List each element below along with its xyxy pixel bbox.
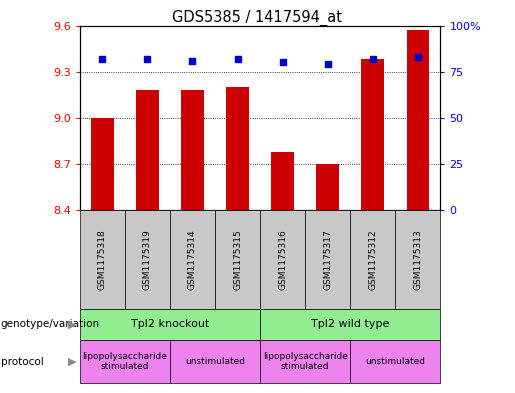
Bar [350, 340, 440, 383]
Bar [260, 340, 350, 383]
Point [414, 54, 422, 60]
Text: GSM1175318: GSM1175318 [98, 229, 107, 290]
Text: genotype/variation: genotype/variation [1, 319, 99, 329]
Text: lipopolysaccharide
stimulated: lipopolysaccharide stimulated [263, 352, 348, 371]
Point [143, 56, 151, 62]
Bar [80, 340, 170, 383]
Text: Tpl2 wild type: Tpl2 wild type [311, 319, 389, 329]
Bar [226, 87, 249, 210]
Bar [80, 309, 260, 340]
Text: unstimulated: unstimulated [365, 357, 425, 366]
Text: unstimulated: unstimulated [185, 357, 245, 366]
Bar [362, 59, 384, 210]
Bar [406, 30, 429, 210]
Bar [181, 90, 204, 210]
Bar [170, 340, 260, 383]
Point [323, 61, 332, 68]
Point [188, 57, 197, 64]
Text: GDS5385 / 1417594_at: GDS5385 / 1417594_at [173, 10, 342, 26]
Text: lipopolysaccharide
stimulated: lipopolysaccharide stimulated [82, 352, 167, 371]
Point [279, 59, 287, 66]
Bar [316, 164, 339, 210]
Bar [305, 210, 350, 309]
Text: GSM1175319: GSM1175319 [143, 229, 152, 290]
Bar [260, 309, 440, 340]
Text: Tpl2 knockout: Tpl2 knockout [131, 319, 209, 329]
Text: ▶: ▶ [68, 319, 76, 329]
Bar [350, 210, 396, 309]
Text: ▶: ▶ [68, 356, 76, 367]
Bar [396, 210, 440, 309]
Bar [260, 210, 305, 309]
Text: GSM1175314: GSM1175314 [188, 229, 197, 290]
Point [369, 56, 377, 62]
Bar [91, 118, 114, 210]
Bar [80, 210, 125, 309]
Text: GSM1175316: GSM1175316 [278, 229, 287, 290]
Bar [136, 90, 159, 210]
Text: GSM1175317: GSM1175317 [323, 229, 332, 290]
Text: GSM1175315: GSM1175315 [233, 229, 242, 290]
Bar [271, 152, 294, 210]
Bar [170, 210, 215, 309]
Point [98, 56, 107, 62]
Text: GSM1175313: GSM1175313 [414, 229, 422, 290]
Text: GSM1175312: GSM1175312 [368, 229, 377, 290]
Bar [125, 210, 170, 309]
Text: protocol: protocol [1, 356, 43, 367]
Point [233, 56, 242, 62]
Bar [215, 210, 260, 309]
